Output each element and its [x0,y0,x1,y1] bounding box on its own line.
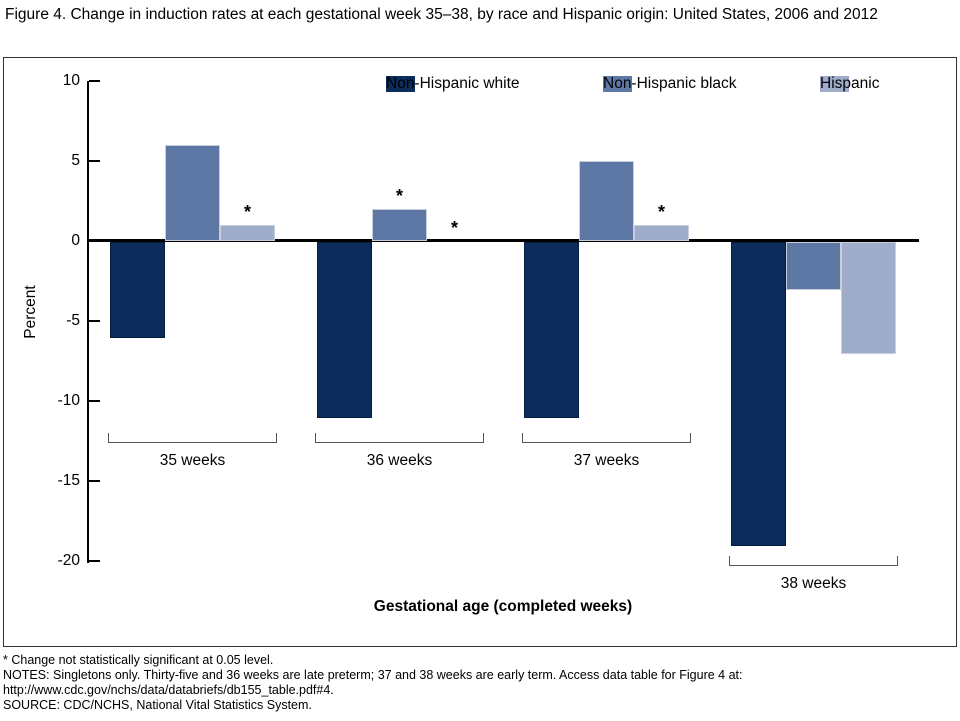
footnotes: * Change not statistically significant a… [3,653,957,713]
category-label: 37 weeks [573,452,640,469]
significance-asterisk: * [395,186,403,206]
y-tick-label: -20 [57,552,80,569]
legend-label: Non-Hispanic white [386,75,520,92]
footnote-source: SOURCE: CDC/NCHS, National Vital Statist… [3,698,312,712]
y-tick [89,160,100,162]
bar-hispanic-38-weeks [841,242,896,354]
legend-label: Hispanic [820,75,880,92]
bar-non-hispanic-black-36-weeks [372,209,427,241]
bar-non-hispanic-white-36-weeks [317,242,372,418]
footnote-significance: * Change not statistically significant a… [3,653,274,667]
category-bracket [315,433,484,443]
bar-non-hispanic-black-37-weeks [579,161,634,241]
bar-non-hispanic-white-38-weeks [731,242,786,546]
significance-asterisk: * [450,218,458,238]
bar-hispanic-35-weeks [220,225,275,241]
legend-item: Non-Hispanic black [603,75,737,93]
legend-swatch-icon [603,76,632,92]
chart-area: Percent Gestational age (completed weeks… [3,57,957,647]
y-tick-label: -5 [66,312,80,329]
bar-non-hispanic-black-35-weeks [165,145,220,241]
y-tick [89,400,100,402]
category-label: 35 weeks [159,452,226,469]
category-label: 36 weeks [366,452,433,469]
y-tick-label: -10 [57,392,80,409]
y-tick [89,480,100,482]
significance-asterisk: * [657,202,665,222]
bar-non-hispanic-black-38-weeks [786,242,841,290]
y-tick [89,240,100,242]
category-bracket [108,433,277,443]
y-tick-label: 5 [71,152,80,169]
legend-swatch-icon [820,76,849,92]
legend-item: Hispanic [820,75,879,93]
y-tick-label: 0 [71,232,80,249]
y-tick [89,80,100,82]
legend-label: Non-Hispanic black [603,75,737,92]
figure-title: Figure 4. Change in induction rates at e… [5,6,878,23]
y-tick [89,560,100,562]
category-bracket [729,556,898,566]
y-tick-label: -15 [57,472,80,489]
y-tick-label: 10 [62,72,80,89]
zero-baseline [88,239,919,242]
legend: Non-Hispanic white Non-Hispanic black Hisp… [4,58,956,98]
y-tick [89,320,100,322]
category-bracket [522,433,691,443]
category-label: 38 weeks [780,575,847,592]
plot-area: 10 5 0 -5 -10 -15 -20 * 35 weeks * * 36 weeks * 37 we… [4,58,956,646]
footnote-notes: NOTES: Singletons only. Thirty-five and … [3,668,743,697]
legend-item: Non-Hispanic white [386,75,520,93]
significance-asterisk: * [243,202,251,222]
y-axis-line [87,81,89,563]
bar-non-hispanic-white-35-weeks [110,242,165,338]
bar-non-hispanic-white-37-weeks [524,242,579,418]
bar-hispanic-37-weeks [634,225,689,241]
x-axis-label: Gestational age (completed weeks) [373,598,633,615]
legend-swatch-icon [386,76,415,92]
